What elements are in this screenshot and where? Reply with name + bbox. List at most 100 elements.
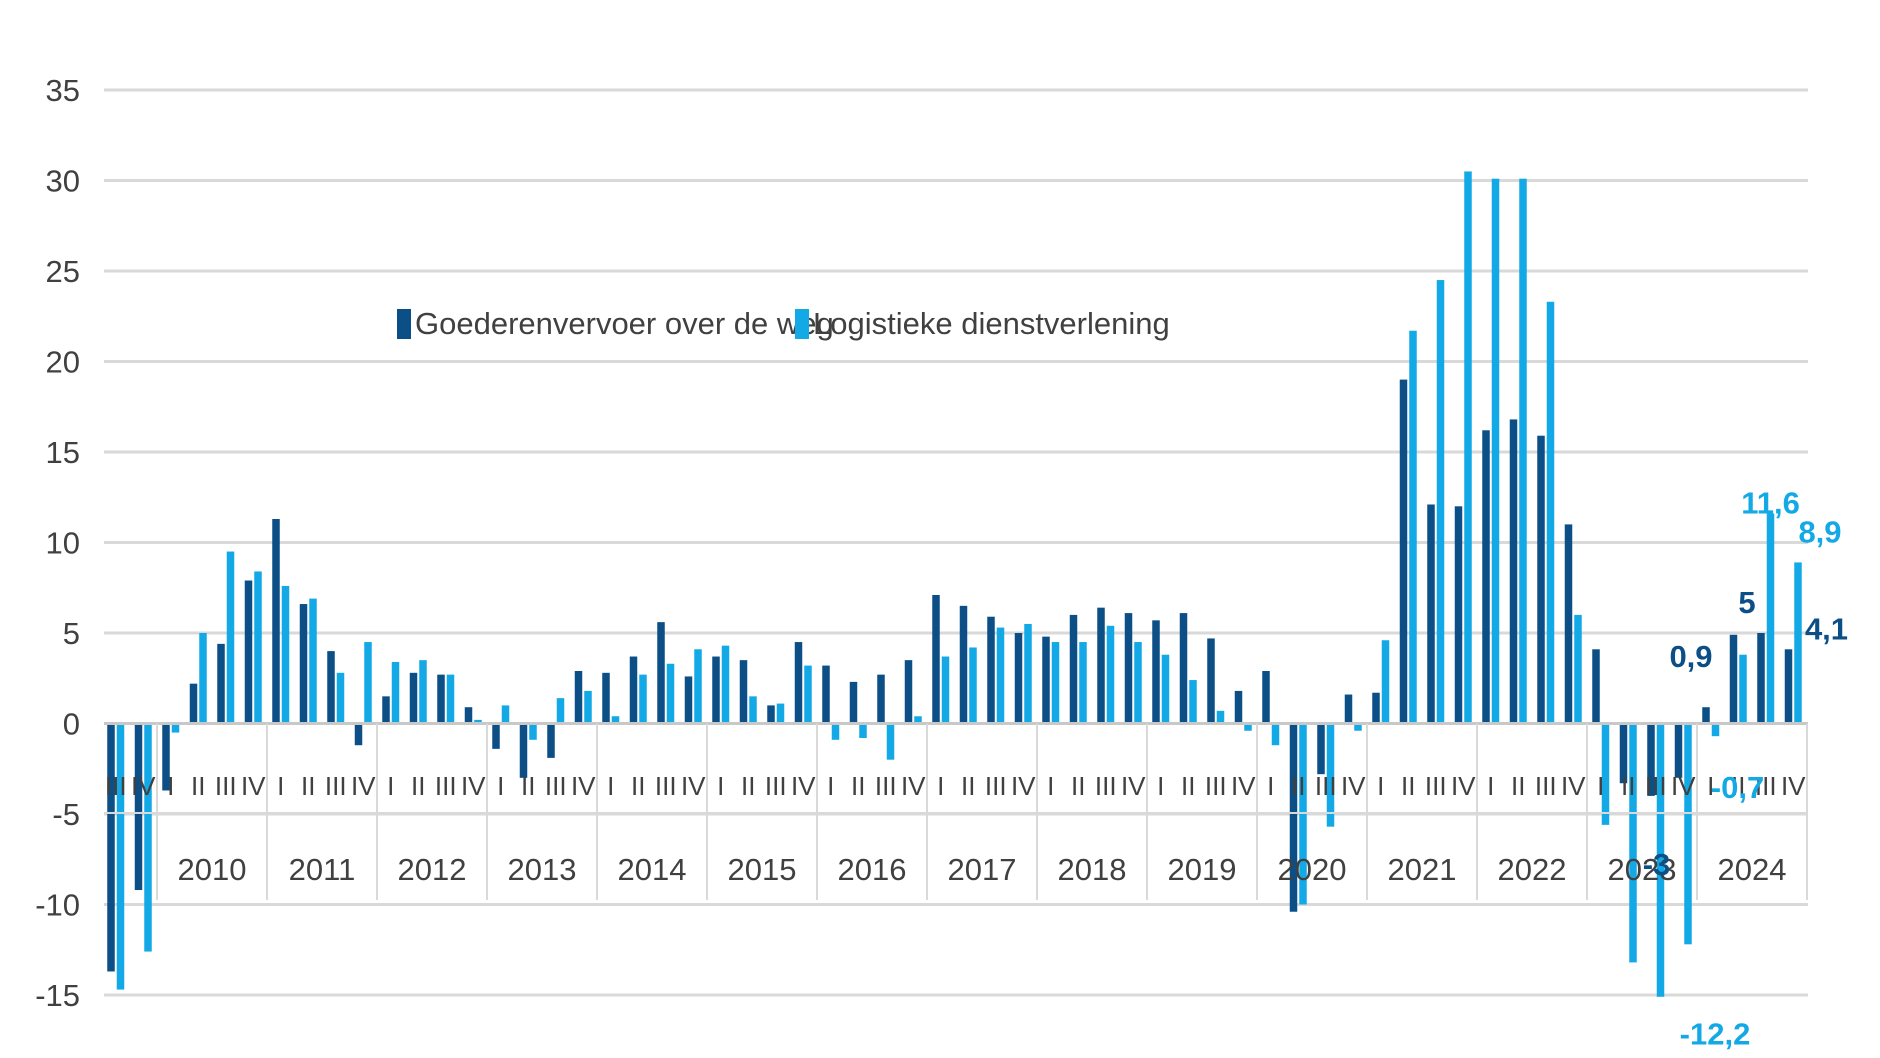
bar-goederenvervoer: [877, 674, 885, 724]
x-year-label: 2018: [1058, 852, 1127, 887]
x-year-label: 2022: [1498, 852, 1567, 887]
x-quarter-label: III: [1755, 771, 1777, 801]
x-quarter-label: III: [1095, 771, 1117, 801]
bar-logistiek: [1574, 614, 1582, 724]
bar-logistiek: [584, 690, 592, 724]
bar-goederenvervoer: [574, 671, 583, 724]
bar-goederenvervoer: [1674, 723, 1683, 778]
bar-logistiek: [1326, 723, 1335, 827]
x-quarter-label: III: [1315, 771, 1337, 801]
data-labels: 11,68,9 4,1 5 0,9 -0,7 -3 -12,2: [1643, 486, 1848, 1052]
bar-logistiek: [914, 716, 922, 724]
bar-goederenvervoer: [849, 681, 858, 724]
bar-logistiek: [1161, 654, 1170, 724]
data-label: -12,2: [1680, 1016, 1751, 1051]
x-quarter-label: II: [1071, 771, 1085, 801]
bar-logistiek: [446, 674, 455, 724]
x-quarter-label: III: [435, 771, 457, 801]
bar-logistiek: [1794, 562, 1802, 724]
bar-logistiek: [501, 705, 510, 724]
bar-logistiek: [1601, 723, 1610, 825]
x-quarter-label: III: [985, 771, 1007, 801]
x-year-label: 2023: [1608, 852, 1677, 887]
x-quarter-label: II: [741, 771, 755, 801]
x-quarter-label: IV: [1561, 771, 1586, 801]
bar-goederenvervoer: [492, 723, 500, 749]
bar-logistiek: [1766, 513, 1775, 724]
bar-goederenvervoer: [217, 643, 225, 724]
bar-logistiek: [1079, 642, 1087, 724]
bar-goederenvervoer: [409, 672, 418, 724]
x-year-label: 2017: [948, 852, 1017, 887]
bar-goederenvervoer: [1619, 723, 1628, 784]
data-label: 0,9: [1669, 639, 1712, 674]
x-quarter-label: I: [1267, 771, 1274, 801]
x-quarter-label: IV: [461, 771, 486, 801]
bar-logistiek: [1711, 723, 1720, 737]
bar-goederenvervoer: [327, 651, 335, 724]
legend-label-logistiek: Logistieke dienstverlening: [813, 306, 1170, 341]
bar-goederenvervoer: [1042, 636, 1050, 724]
bar-goederenvervoer: [1317, 723, 1325, 775]
bar-logistiek: [666, 663, 675, 724]
bar-logistiek: [1244, 723, 1252, 731]
bar-goederenvervoer: [602, 672, 610, 724]
bar-logistiek: [171, 723, 180, 733]
x-quarter-label: IV: [681, 771, 706, 801]
bar-goederenvervoer: [1509, 419, 1518, 724]
x-axis: III IV I II III IV I II III IV I II III IV I II III IV I II…: [104, 722, 1808, 900]
x-year-label: 2012: [398, 852, 467, 887]
bar-logistiek: [996, 627, 1005, 724]
x-quarter-label: III: [875, 771, 897, 801]
x-quarter-label: I: [607, 771, 614, 801]
bar-goederenvervoer: [1564, 524, 1573, 724]
x-quarter-label: II: [1401, 771, 1415, 801]
bar-goederenvervoer: [519, 723, 528, 778]
x-quarter-label: III: [1645, 771, 1667, 801]
x-quarter-label: I: [1597, 771, 1604, 801]
x-quarter-label: II: [1731, 771, 1745, 801]
x-quarter-label: IV: [901, 771, 926, 801]
bar-logistiek: [1024, 623, 1032, 724]
bar-goederenvervoer: [107, 723, 115, 972]
bar-logistiek: [886, 723, 895, 760]
bar-goederenvervoer: [1729, 634, 1738, 724]
x-year-label: 2015: [728, 852, 797, 887]
x-quarter-label: I: [1377, 771, 1384, 801]
bar-goederenvervoer: [767, 705, 775, 724]
y-tick-label: 20: [46, 345, 80, 380]
bar-logistiek: [391, 661, 400, 724]
x-quarter-label: I: [167, 771, 174, 801]
bar-logistiek: [859, 723, 867, 738]
bar-goederenvervoer: [299, 604, 308, 724]
x-quarter-label: I: [1487, 771, 1494, 801]
x-quarter-label: II: [851, 771, 865, 801]
y-tick-label: -5: [52, 797, 80, 832]
bar-logistiek: [1629, 723, 1637, 963]
bar-logistiek: [419, 660, 427, 724]
bar-logistiek: [831, 723, 840, 740]
x-year-label: 2014: [618, 852, 687, 887]
bar-logistiek: [281, 585, 290, 724]
x-quarter-label: III: [215, 771, 237, 801]
bar-goederenvervoer: [1069, 614, 1078, 724]
bar-goederenvervoer: [1537, 435, 1545, 724]
bar-goederenvervoer: [1427, 504, 1435, 724]
bar-logistiek: [1134, 642, 1142, 724]
x-quarter-label: I: [937, 771, 944, 801]
x-quarter-label: I: [717, 771, 724, 801]
x-quarter-label: IV: [1341, 771, 1366, 801]
x-quarter-label: IV: [241, 771, 266, 801]
x-quarter-label: IV: [791, 771, 816, 801]
bar-goederenvervoer: [382, 696, 390, 724]
x-quarter-label: II: [191, 771, 205, 801]
bar-logistiek: [529, 723, 537, 740]
bar-logistiek: [474, 719, 482, 724]
bar-logistiek: [749, 696, 757, 724]
data-label: -3: [1643, 847, 1671, 882]
bar-goederenvervoer: [822, 665, 830, 724]
bar-goederenvervoer: [1262, 671, 1270, 724]
bar-logistiek: [556, 698, 565, 724]
bar-logistiek: [1189, 680, 1197, 724]
bar-logistiek: [1464, 171, 1472, 724]
